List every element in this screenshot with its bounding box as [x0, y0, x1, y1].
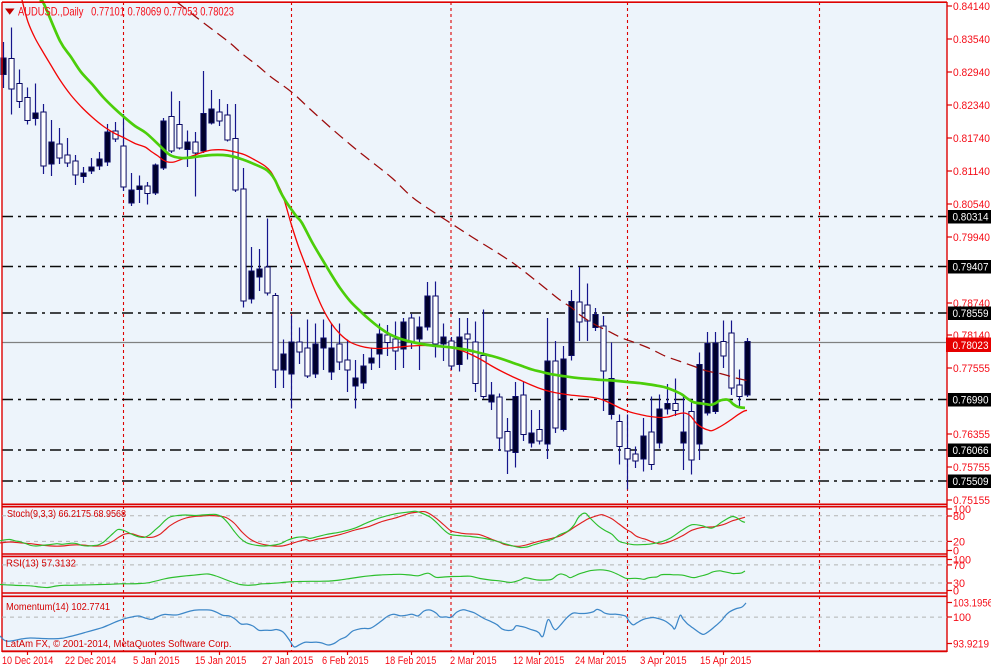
svg-text:10 Dec 2014: 10 Dec 2014: [2, 655, 53, 667]
svg-text:22 Dec 2014: 22 Dec 2014: [65, 655, 116, 667]
svg-text:0.82340: 0.82340: [953, 100, 990, 112]
svg-text:93.9219: 93.9219: [953, 639, 989, 651]
svg-text:0.80314: 0.80314: [953, 212, 989, 224]
svg-text:0.78023: 0.78023: [953, 340, 989, 352]
svg-text:RSI(13) 57.3132: RSI(13) 57.3132: [6, 559, 76, 570]
svg-text:0: 0: [953, 586, 959, 598]
svg-text:24 Mar 2015: 24 Mar 2015: [575, 655, 626, 667]
svg-text:0.77555: 0.77555: [953, 363, 990, 375]
svg-text:30: 30: [953, 578, 965, 590]
svg-text:20: 20: [953, 536, 965, 548]
svg-text:80: 80: [953, 511, 965, 523]
svg-text:0.75155: 0.75155: [953, 495, 990, 507]
svg-text:5 Jan 2015: 5 Jan 2015: [133, 655, 180, 667]
svg-text:0.76990: 0.76990: [953, 395, 989, 407]
svg-text:18 Feb 2015: 18 Feb 2015: [385, 655, 436, 667]
svg-text:15 Apr 2015: 15 Apr 2015: [700, 655, 751, 667]
svg-text:3 Apr 2015: 3 Apr 2015: [640, 655, 687, 667]
svg-text:0.75755: 0.75755: [953, 462, 990, 474]
svg-text:0: 0: [953, 546, 959, 558]
svg-text:0.75509: 0.75509: [953, 476, 989, 488]
svg-text:15 Jan 2015: 15 Jan 2015: [195, 655, 246, 667]
svg-text:6 Feb 2015: 6 Feb 2015: [322, 655, 369, 667]
svg-text:Momentum(14) 102.7741: Momentum(14) 102.7741: [6, 602, 110, 613]
svg-text:100: 100: [953, 555, 971, 567]
svg-text:0.82940: 0.82940: [953, 67, 990, 79]
svg-text:0.79407: 0.79407: [953, 262, 989, 274]
svg-text:0.78559: 0.78559: [953, 308, 989, 320]
svg-text:Stoch(9,3,3) 66.2175 68.9568: Stoch(9,3,3) 66.2175 68.9568: [7, 509, 126, 520]
svg-text:0.84140: 0.84140: [953, 1, 990, 13]
svg-text:0.81140: 0.81140: [953, 166, 990, 178]
svg-text:AUDUSD.,Daily 0.77101 0.7806: AUDUSD.,Daily 0.77101 0.78069 0.77053 0.…: [18, 5, 234, 19]
svg-text:0.79940: 0.79940: [953, 232, 990, 244]
svg-text:103.1956: 103.1956: [953, 598, 991, 610]
svg-text:0.81740: 0.81740: [953, 133, 990, 145]
svg-text:0.80540: 0.80540: [953, 199, 990, 211]
svg-text:0.76066: 0.76066: [953, 445, 989, 457]
svg-text:0.83540: 0.83540: [953, 34, 990, 46]
svg-text:12 Mar 2015: 12 Mar 2015: [513, 655, 564, 667]
svg-text:70: 70: [953, 560, 965, 572]
svg-text:LatAm FX, © 2001-2014, MetaQuo: LatAm FX, © 2001-2014, MetaQuotes Softwa…: [6, 639, 232, 650]
svg-text:2 Mar 2015: 2 Mar 2015: [450, 655, 497, 667]
svg-text:27 Jan 2015: 27 Jan 2015: [262, 655, 313, 667]
svg-text:100: 100: [953, 612, 971, 624]
svg-text:100: 100: [953, 504, 971, 516]
svg-text:0.76355: 0.76355: [953, 429, 990, 441]
